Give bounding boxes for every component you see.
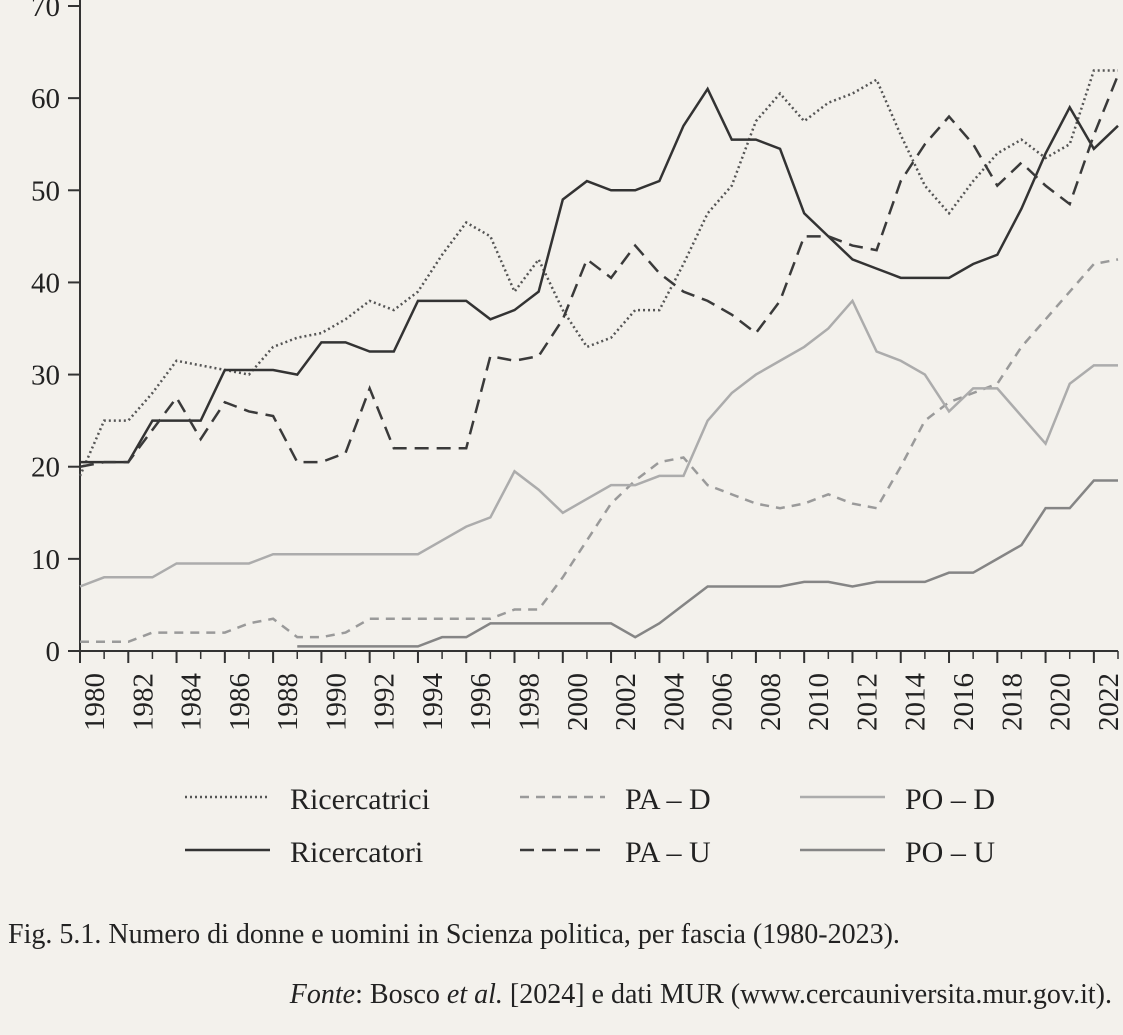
x-tick-label: 2016	[948, 673, 980, 731]
legend-label: PO – D	[905, 783, 995, 816]
x-tick-label: 1986	[224, 673, 256, 731]
series-line	[297, 479, 1118, 648]
y-tick-label: 50	[31, 175, 60, 207]
x-tick-label: 2002	[610, 673, 642, 731]
y-tick-label: 10	[31, 544, 60, 576]
series-line	[79, 298, 1118, 588]
source-part: [2024] e dati MUR (www.cercauniversita.m…	[503, 979, 1112, 1010]
source-part: et al.	[447, 979, 503, 1010]
x-tick-label: 1988	[272, 673, 304, 731]
x-tick-label: 2008	[755, 673, 787, 731]
x-tick-label: 1996	[465, 673, 497, 731]
x-tick-label: 2014	[900, 673, 932, 732]
legend-label: PA – U	[625, 836, 711, 869]
legend-label: Ricercatori	[290, 836, 423, 869]
x-tick-label: 1990	[320, 673, 352, 731]
x-tick-label: 1984	[176, 673, 208, 732]
caption: Fig. 5.1. Numero di donne e uomini in Sc…	[8, 919, 900, 950]
x-tick-label: 1980	[79, 673, 111, 731]
x-tick-label: 2006	[707, 673, 739, 731]
y-tick-label: 70	[31, 0, 60, 23]
source-part: Fonte	[289, 979, 355, 1010]
x-tick-label: 2012	[851, 673, 883, 731]
legend-label: PO – U	[905, 836, 995, 869]
x-tick-label: 1982	[127, 673, 159, 731]
series-line	[79, 74, 1120, 468]
series-line	[80, 86, 1119, 464]
y-tick-label: 20	[31, 452, 60, 484]
y-tick-label: 30	[31, 360, 60, 392]
y-tick-label: 40	[31, 267, 60, 299]
x-tick-label: 1992	[369, 673, 401, 731]
x-tick-label: 2020	[1045, 673, 1077, 731]
source-part: : Bosco	[355, 979, 447, 1010]
source: Fonte: Bosco et al. [2024] e dati MUR (w…	[289, 979, 1112, 1010]
x-tick-label: 2010	[803, 673, 835, 731]
y-tick-label: 0	[46, 636, 61, 668]
x-tick-label: 2004	[658, 673, 690, 732]
series-line	[80, 258, 1119, 644]
x-tick-label: 1998	[514, 673, 546, 731]
x-tick-label: 2018	[996, 673, 1028, 731]
x-tick-label: 2022	[1093, 673, 1123, 731]
x-tick-label: 2000	[562, 673, 594, 731]
x-tick-label: 1994	[417, 673, 449, 732]
y-tick-label: 60	[31, 83, 60, 115]
legend-label: PA – D	[625, 783, 711, 816]
legend-label: Ricercatrici	[290, 783, 430, 816]
